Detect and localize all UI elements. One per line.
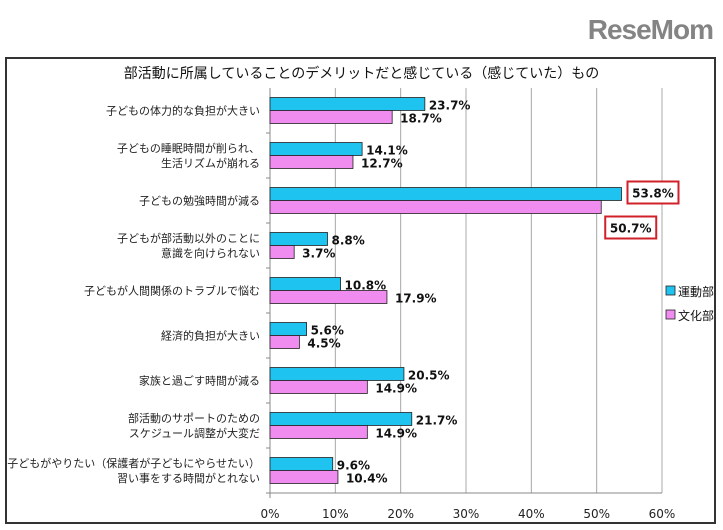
bar-culture	[269, 470, 339, 484]
bar-sports	[269, 367, 405, 381]
data-label: 21.7%	[416, 414, 458, 428]
x-tick-label: 20%	[387, 507, 414, 521]
resemom-watermark-logo: ReseMom	[587, 14, 714, 45]
category-label: 意識を向けられない	[161, 246, 260, 260]
bar-sports	[269, 322, 307, 336]
category-label: 子どもの体力的な負担が大きい	[106, 104, 260, 118]
data-label: 14.1%	[366, 144, 408, 158]
category-label: 子どもの睡眠時間が削られ、	[117, 141, 260, 155]
category-label: 習い事をする時間がとれない	[117, 471, 260, 485]
data-label: 12.7%	[361, 157, 403, 171]
chart-title: 部活動に所属していることのデメリットだと感じている（感じていた）もの	[123, 66, 600, 82]
data-label: 5.6%	[311, 324, 344, 338]
bar-sports	[269, 187, 622, 201]
highlight-box	[604, 215, 658, 240]
data-label: 53.8%	[632, 187, 674, 201]
x-tick-label: 0%	[260, 507, 279, 521]
category-label: 家族と過ごす時間が減る	[139, 374, 260, 388]
data-label: 14.9%	[375, 382, 417, 396]
x-tick-label: 50%	[583, 507, 610, 521]
data-label: 8.8%	[331, 234, 364, 248]
highlight-box	[626, 180, 680, 205]
category-label: 経済的負担が大きい	[161, 329, 260, 343]
category-label: スケジュール調整が大変だ	[129, 426, 260, 440]
bar-culture	[269, 380, 368, 394]
category-label: 子どもの勉強時間が減る	[139, 194, 260, 208]
category-label: 部活動のサポートのための	[128, 411, 260, 425]
category-label: 子どもが部活動以外のことに	[117, 231, 260, 245]
legend-swatch	[665, 285, 676, 296]
legend-swatch	[665, 309, 676, 320]
data-label: 3.7%	[302, 247, 335, 261]
data-label: 17.9%	[395, 292, 437, 306]
data-label: 23.7%	[429, 99, 471, 113]
bar-culture	[269, 155, 354, 169]
bar-sports	[269, 457, 334, 471]
bar-sports	[269, 232, 328, 246]
category-label: 子どもが人間関係のトラブルで悩む	[84, 284, 260, 298]
bar-sports	[269, 97, 426, 111]
category-label: 生活リズムが崩れる	[161, 156, 260, 170]
data-label: 10.8%	[345, 279, 387, 293]
bar-sports	[269, 277, 341, 291]
data-label: 4.5%	[307, 337, 340, 351]
bar-culture	[269, 290, 388, 304]
data-label: 10.4%	[346, 472, 388, 486]
bar-culture	[269, 335, 300, 349]
data-label: 14.9%	[375, 427, 417, 441]
x-tick-label: 30%	[453, 507, 480, 521]
data-label: 18.7%	[400, 112, 442, 126]
data-label: 20.5%	[408, 369, 450, 383]
bar-sports	[269, 412, 413, 426]
x-tick-label: 60%	[649, 507, 676, 521]
category-label: 子どもがやりたい（保護者が子どもにやらせたい）	[7, 456, 260, 470]
legend-label: 運動部	[678, 284, 714, 299]
bar-culture	[269, 245, 295, 259]
bar-culture	[269, 110, 393, 124]
bar-culture	[269, 200, 602, 214]
data-label: 50.7%	[610, 222, 652, 236]
x-tick-label: 40%	[518, 507, 545, 521]
x-tick-label: 10%	[322, 507, 349, 521]
legend-label: 文化部	[678, 308, 714, 323]
bar-sports	[269, 142, 363, 156]
bar-culture	[269, 425, 368, 439]
data-label: 9.6%	[337, 459, 370, 473]
